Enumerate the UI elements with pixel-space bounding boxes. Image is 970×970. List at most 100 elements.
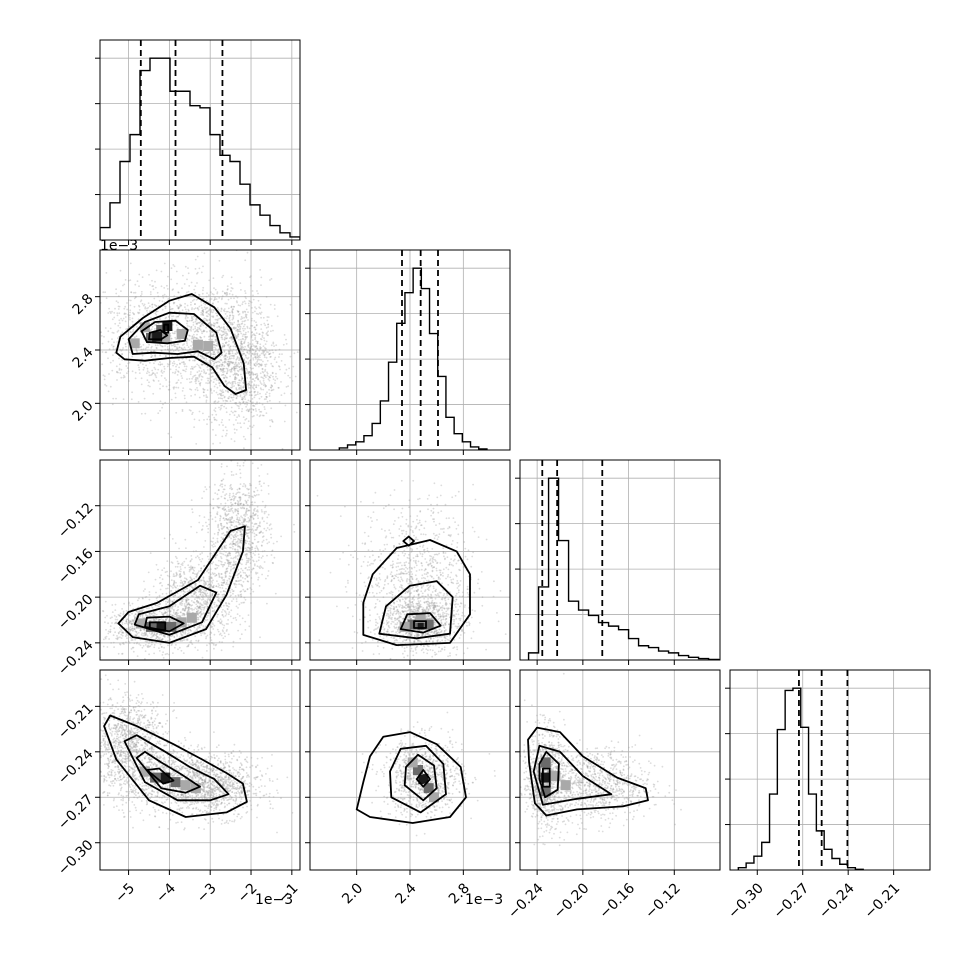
scatter-point	[141, 609, 144, 612]
scatter-point	[177, 606, 180, 608]
scatter-point	[237, 321, 240, 323]
scatter-point	[138, 322, 141, 325]
scatter-point	[120, 349, 123, 352]
scatter-point	[203, 608, 205, 611]
scatter-point	[185, 340, 188, 343]
scatter-point	[218, 384, 221, 387]
scatter-point	[183, 571, 185, 573]
scatter-point	[228, 319, 231, 322]
scatter-point	[179, 595, 182, 597]
scatter-point	[192, 572, 194, 574]
scatter-point	[146, 309, 148, 312]
scatter-point	[237, 365, 239, 368]
scatter-point	[248, 370, 251, 373]
scatter-point	[157, 603, 160, 606]
scatter-point	[237, 550, 240, 553]
scatter-point	[141, 614, 144, 617]
scatter-point	[250, 402, 253, 405]
scatter-point	[221, 345, 224, 348]
scatter-point	[245, 417, 248, 420]
scatter-point	[151, 632, 154, 634]
scatter-point	[195, 376, 197, 379]
scatter-point	[138, 372, 141, 374]
scatter-point	[167, 600, 170, 602]
scatter-point	[256, 341, 259, 343]
scatter-point	[199, 579, 201, 581]
scatter-point	[111, 403, 114, 406]
scatter-point	[228, 603, 231, 605]
scatter-point	[256, 352, 259, 355]
scatter-point	[199, 381, 202, 384]
scatter-point	[187, 290, 190, 293]
scatter-point	[227, 390, 229, 392]
scatter-point	[208, 308, 211, 311]
scatter-point	[262, 316, 265, 319]
scatter-point	[255, 376, 258, 379]
scatter-point	[181, 410, 184, 412]
y-tick-label: 2.8	[70, 291, 97, 318]
scatter-point	[231, 524, 233, 527]
scatter-point	[159, 576, 161, 579]
scatter-point	[218, 392, 221, 395]
scatter-point	[283, 334, 286, 336]
scatter-point	[186, 338, 189, 341]
scatter-point	[87, 637, 89, 639]
scatter-point	[220, 390, 223, 393]
scatter-point	[153, 328, 156, 330]
scatter-point	[206, 292, 208, 295]
scatter-point	[217, 593, 220, 596]
scatter-point	[120, 633, 123, 636]
scatter-point	[118, 367, 121, 370]
scatter-point	[254, 345, 256, 348]
scatter-point	[269, 425, 272, 428]
scatter-point	[233, 366, 236, 368]
scatter-point	[272, 365, 274, 368]
scatter-point	[238, 363, 241, 365]
scatter-point	[242, 350, 244, 353]
scatter-point	[237, 370, 240, 373]
scatter-point	[194, 291, 197, 294]
scatter-point	[157, 295, 160, 298]
scatter-point	[226, 570, 228, 573]
scatter-point	[174, 646, 176, 649]
scatter-point	[226, 367, 229, 370]
scatter-point	[160, 611, 163, 614]
scatter-point	[143, 580, 145, 583]
scatter-point	[149, 619, 152, 622]
scatter-point	[235, 402, 237, 404]
scatter-point	[188, 409, 191, 411]
scatter-point	[231, 510, 234, 512]
scatter-point	[202, 330, 205, 333]
scatter-point	[233, 370, 236, 372]
scatter-point	[170, 337, 173, 340]
scatter-point	[183, 346, 186, 349]
scatter-point	[233, 561, 236, 564]
scatter-point	[200, 336, 203, 339]
density-cell	[192, 339, 203, 350]
scatter-point	[159, 361, 161, 363]
scatter-point	[222, 330, 225, 333]
scatter-point	[218, 382, 221, 384]
scatter-point	[224, 484, 226, 487]
scatter-point	[244, 314, 247, 317]
scatter-point	[202, 388, 205, 391]
scatter-point	[222, 637, 225, 639]
scatter-point	[207, 351, 210, 354]
scatter-point	[250, 301, 253, 304]
scatter-point	[162, 614, 165, 617]
scatter-point	[166, 598, 168, 601]
scatter-point	[154, 373, 156, 375]
scatter-point	[225, 551, 227, 553]
scatter-point	[246, 403, 249, 406]
scatter-point	[221, 391, 224, 394]
scatter-point	[244, 590, 247, 592]
scatter-point	[238, 488, 241, 490]
scatter-point	[208, 335, 210, 338]
scatter-point	[229, 314, 232, 317]
scatter-point	[223, 377, 226, 380]
scatter-point	[223, 326, 225, 328]
scatter-point	[202, 289, 204, 292]
scatter-point	[267, 493, 270, 495]
scatter-point	[262, 384, 265, 387]
scatter-point	[117, 337, 119, 340]
